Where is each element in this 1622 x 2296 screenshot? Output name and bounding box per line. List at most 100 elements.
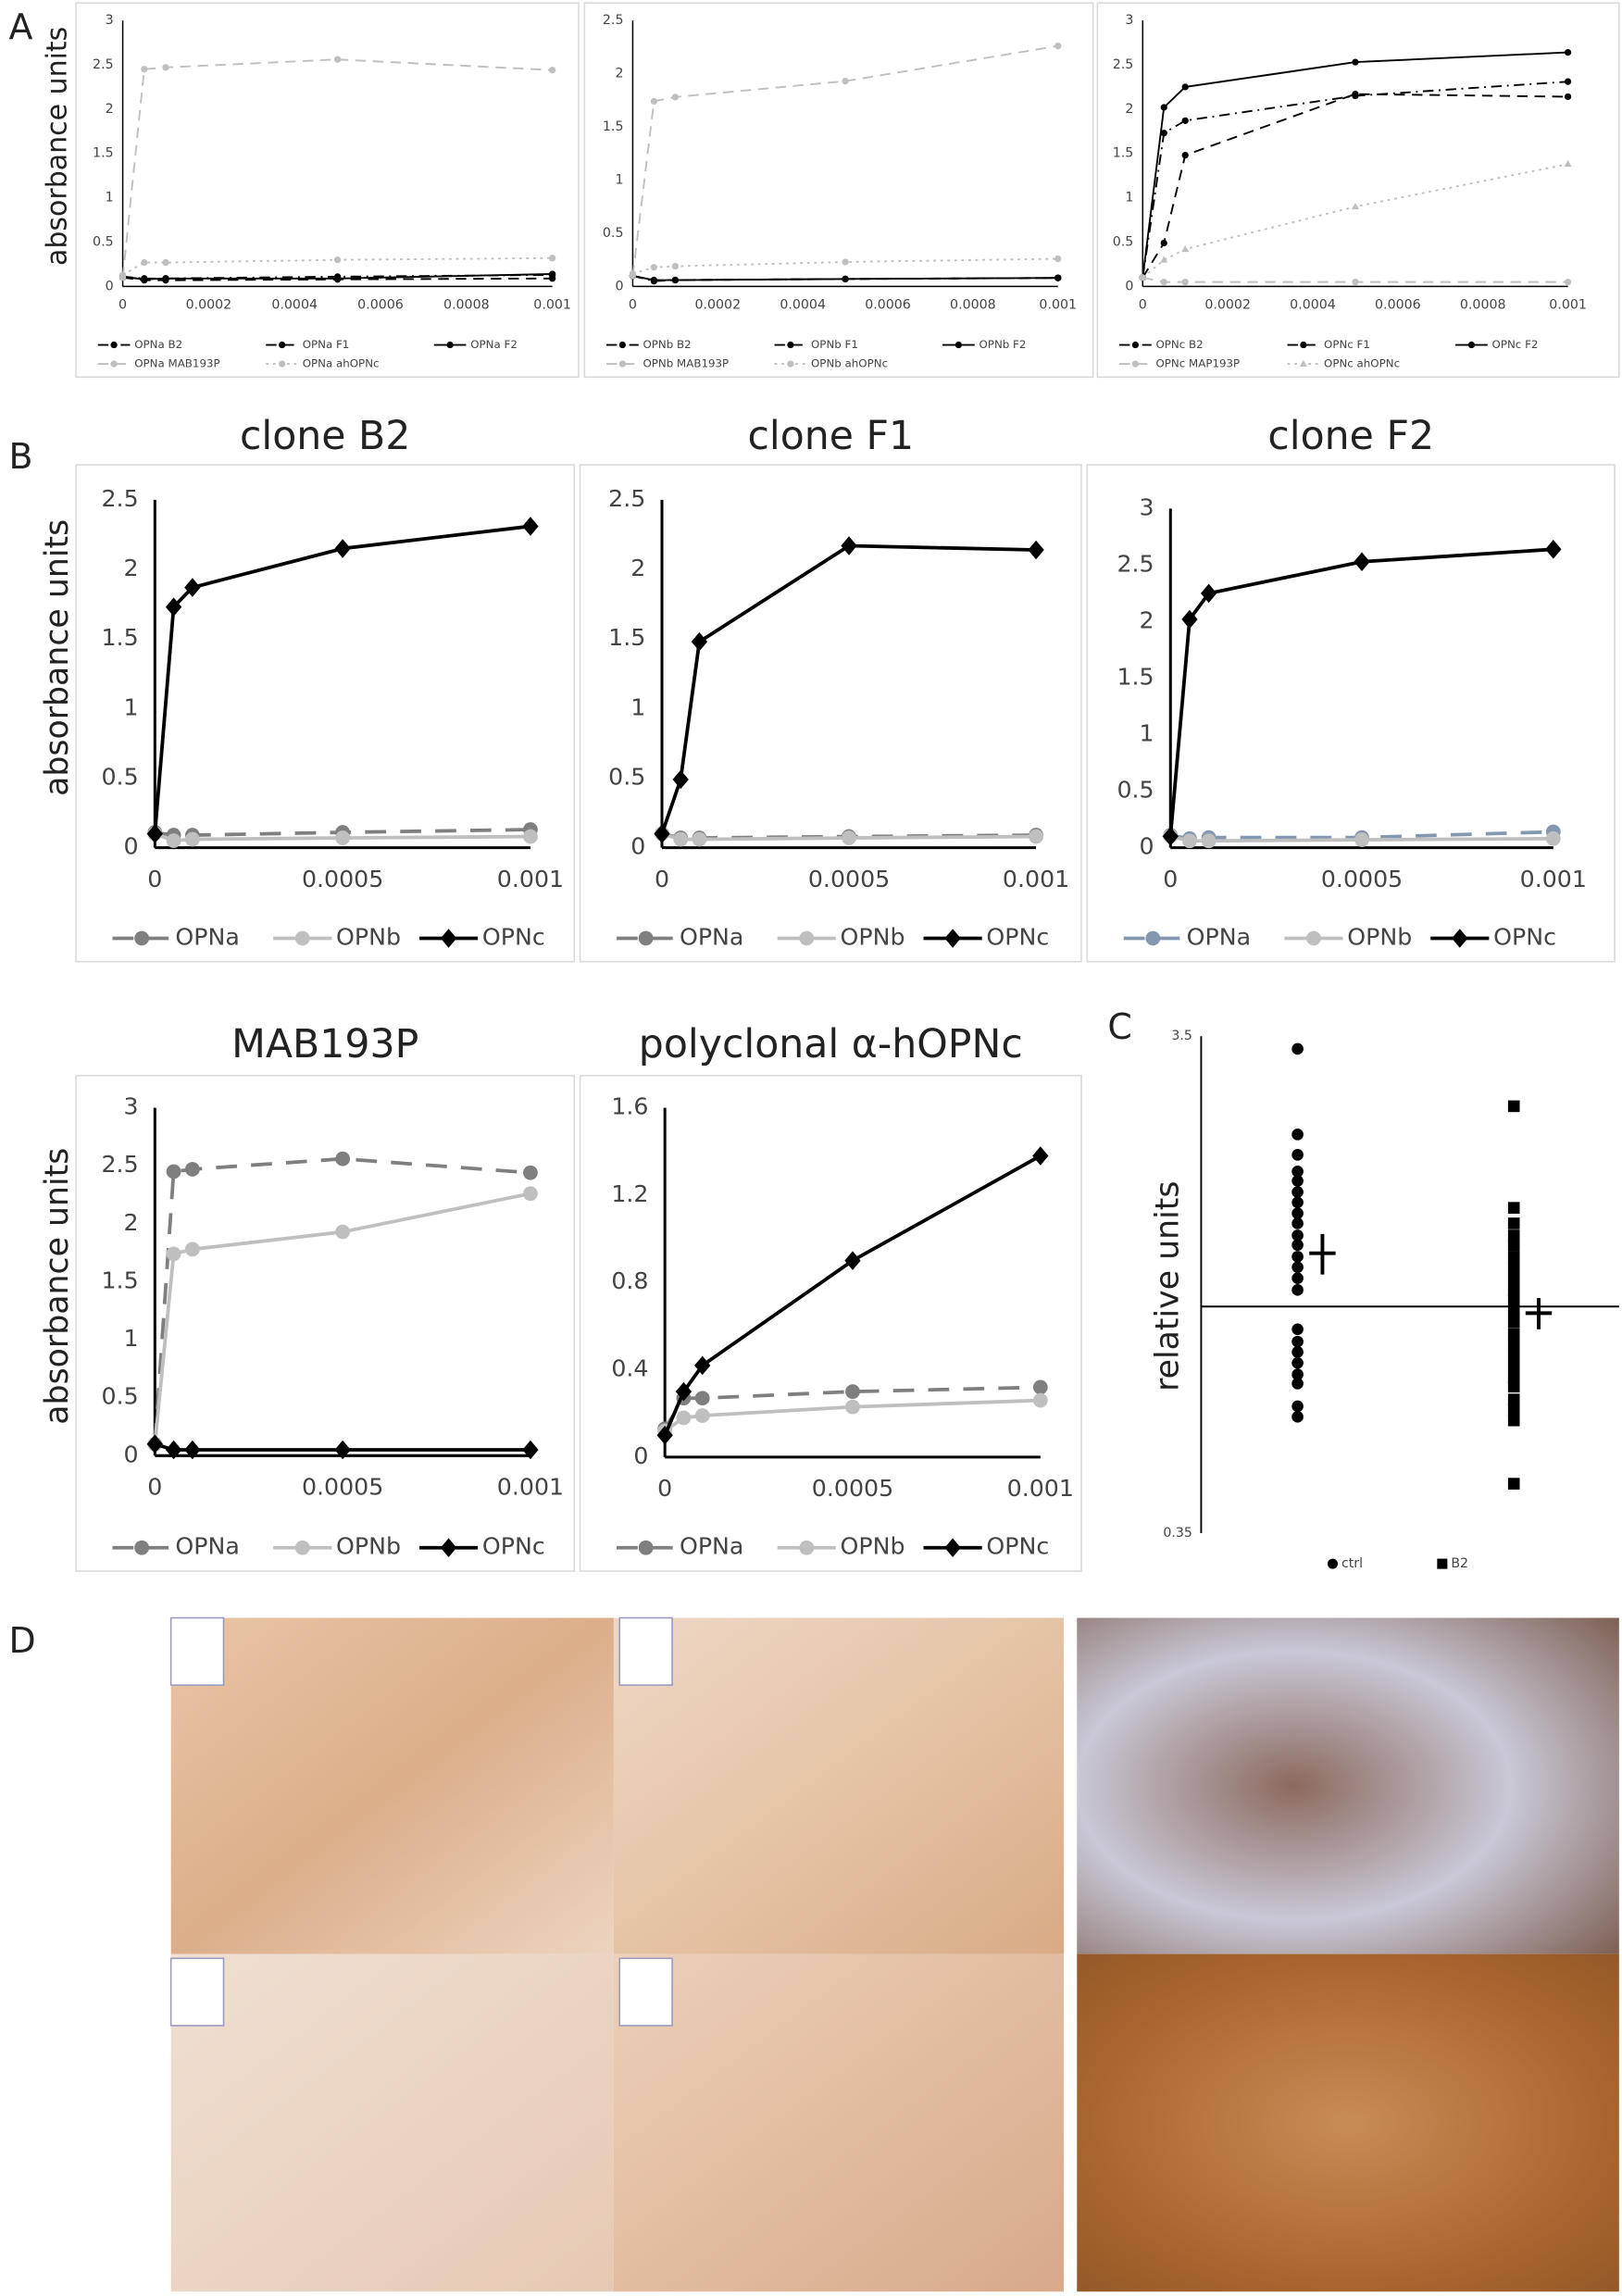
series-line xyxy=(1142,93,1568,279)
legend-label: OPNa MAB193P xyxy=(134,357,219,370)
marker xyxy=(692,831,707,847)
marker xyxy=(166,833,181,848)
marker xyxy=(166,1164,181,1179)
y-tick-label: 1.6 xyxy=(611,1093,648,1120)
marker xyxy=(134,930,149,946)
chart-frame xyxy=(579,464,1082,963)
marker xyxy=(1507,1272,1520,1285)
marker xyxy=(440,1538,457,1558)
thumbnail xyxy=(169,1957,225,2027)
marker xyxy=(548,270,556,278)
y-tick-label: 2.5 xyxy=(608,485,645,512)
y-tick-label: 2.5 xyxy=(101,1151,138,1178)
image xyxy=(613,1617,1065,1954)
marker xyxy=(165,1440,182,1460)
marker xyxy=(1291,1229,1304,1242)
y-tick-label: 1 xyxy=(630,693,645,720)
y-tick-label: 1.5 xyxy=(608,624,645,651)
series-line xyxy=(1142,51,1568,278)
x-tick-label: 0.0002 xyxy=(694,297,741,312)
series-line xyxy=(1168,547,1553,837)
marker xyxy=(1352,90,1359,98)
marker xyxy=(1507,1294,1520,1306)
marker xyxy=(162,64,169,71)
chart-title: clone B2 xyxy=(240,413,410,459)
marker xyxy=(1291,1378,1304,1390)
marker xyxy=(335,1151,351,1167)
marker xyxy=(1291,1272,1304,1285)
y-axis-label: absorbance units xyxy=(42,27,74,266)
x-tick-label: 0 xyxy=(147,866,162,892)
y-tick-label: 0.5 xyxy=(1113,235,1134,250)
y-tick-label: 2 xyxy=(124,1209,139,1236)
marker xyxy=(1181,117,1189,124)
y-tick-label: 1.5 xyxy=(93,146,114,161)
marker xyxy=(676,1410,692,1426)
y-tick-label: 1 xyxy=(1125,191,1133,206)
chart-frame xyxy=(75,464,576,963)
marker xyxy=(1507,1316,1520,1329)
x-tick-label: 0.0005 xyxy=(1321,866,1403,892)
marker xyxy=(694,1408,710,1423)
marker xyxy=(166,1246,181,1262)
x-tick-label: 0.0002 xyxy=(186,297,232,312)
y-axis-label: relative units xyxy=(1150,1180,1187,1391)
y-tick-label: 0.5 xyxy=(93,235,114,250)
marker xyxy=(1200,583,1217,604)
marker xyxy=(675,1381,692,1402)
y-tick-label: 0.5 xyxy=(603,226,624,241)
marker xyxy=(1160,256,1168,263)
y-tick-label: 2 xyxy=(615,67,623,81)
marker xyxy=(522,1440,539,1460)
x-tick-label: 0.0006 xyxy=(1375,297,1421,312)
marker xyxy=(1507,1371,1520,1384)
marker xyxy=(1467,341,1476,349)
legend-label: OPNc xyxy=(1493,923,1556,950)
y-tick-label: 1 xyxy=(615,172,623,187)
marker xyxy=(842,77,849,85)
marker xyxy=(1291,1196,1304,1209)
legend-label: OPNa xyxy=(175,923,239,950)
marker xyxy=(522,517,539,536)
chart-frame xyxy=(579,1075,1082,1572)
marker xyxy=(638,930,654,946)
marker xyxy=(1291,1283,1304,1296)
marker xyxy=(278,341,286,349)
x-tick-label: 0.0005 xyxy=(812,1475,893,1502)
marker xyxy=(1507,1328,1520,1341)
y-tick-label: 0 xyxy=(124,1441,139,1467)
marker xyxy=(1507,1380,1520,1393)
marker xyxy=(845,1399,860,1415)
y-tick-label: 2.5 xyxy=(1117,550,1154,577)
marker xyxy=(1160,239,1167,247)
marker xyxy=(1131,341,1140,349)
marker xyxy=(1145,930,1161,946)
x-tick-label: 0.001 xyxy=(497,1474,564,1501)
marker xyxy=(944,1538,961,1558)
marker xyxy=(523,1165,538,1180)
y-tick-label: 0 xyxy=(124,833,139,860)
y-tick-label: 1.5 xyxy=(1113,146,1134,161)
marker xyxy=(618,360,627,368)
x-tick-label: 0 xyxy=(657,1475,672,1502)
marker xyxy=(334,539,351,558)
chart-frame xyxy=(75,1075,576,1572)
marker xyxy=(1054,274,1062,281)
legend-label: OPNa xyxy=(680,1533,743,1560)
x-tick-label: 0.0004 xyxy=(780,297,826,312)
legend-label: OPNb F2 xyxy=(979,338,1027,351)
legend-label: OPNa xyxy=(1187,923,1251,950)
y-tick-label: 3 xyxy=(1125,13,1133,28)
marker xyxy=(656,1426,673,1445)
y-tick-label: 3 xyxy=(124,1093,139,1120)
marker xyxy=(1452,929,1468,948)
marker xyxy=(1181,244,1190,253)
series-line xyxy=(1142,81,1568,278)
marker xyxy=(333,275,342,282)
legend-label: OPNb B2 xyxy=(643,338,691,351)
histology-images xyxy=(169,1616,1619,2292)
marker xyxy=(333,56,342,63)
legend-label: OPNb xyxy=(1347,923,1412,950)
y-tick-label: 3 xyxy=(1140,493,1154,520)
